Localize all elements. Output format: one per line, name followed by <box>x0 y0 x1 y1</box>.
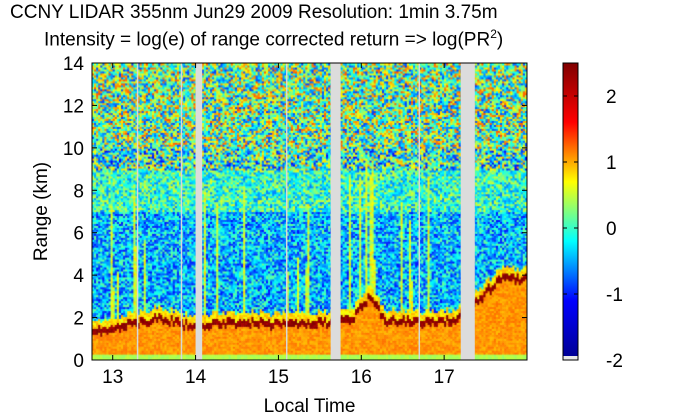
x-tick-label-4: 17 <box>434 367 455 388</box>
y-tick-label-4: 8 <box>73 181 84 202</box>
colorbar-frame <box>562 62 579 361</box>
y-axis-label: Range (km) <box>31 162 52 261</box>
x-tick-label-3: 16 <box>351 367 372 388</box>
y-tick-label-1: 2 <box>73 309 84 330</box>
subtitle-text: Intensity = log(e) of range corrected re… <box>44 29 491 51</box>
plot-frame <box>91 62 528 361</box>
colorbar-tick-label-3: 1 <box>606 153 617 174</box>
y-tick-label-5: 10 <box>63 139 84 160</box>
x-tick-label-0: 13 <box>102 367 123 388</box>
y-tick-label-0: 0 <box>73 351 84 372</box>
colorbar: -2 -1 0 1 2 <box>562 62 623 372</box>
colorbar-tick-label-1: -1 <box>606 285 623 306</box>
data-gap-2 <box>460 63 475 360</box>
y-tick-label-3: 6 <box>73 224 84 245</box>
y-tick-label-2: 4 <box>73 266 84 287</box>
data-gap-0 <box>195 63 203 360</box>
colorbar-tick-label-4: 2 <box>606 87 617 108</box>
plot-area: 13 14 15 16 17 0 2 4 6 8 10 12 14 Local Time Range (km… <box>31 54 528 417</box>
chart-subtitle: Intensity = log(e) of range corrected re… <box>44 27 700 51</box>
y-tick-label-7: 14 <box>63 54 85 75</box>
subtitle-end: ) <box>496 29 504 51</box>
subtitle-superscript: 2 <box>490 27 497 41</box>
heatmap-image <box>92 63 527 360</box>
colorbar-tick-label-0: -2 <box>606 351 623 372</box>
x-tick-label-2: 15 <box>268 367 289 388</box>
chart-title: CCNY LIDAR 355nm Jun29 2009 Resolution: … <box>10 2 498 23</box>
colorbar-tick-label-2: 0 <box>606 219 617 240</box>
data-gap-1 <box>330 63 341 360</box>
y-tick-label-6: 12 <box>63 96 84 117</box>
colorbar-under <box>563 356 578 360</box>
x-tick-label-1: 14 <box>185 367 207 388</box>
x-axis-label: Local Time <box>264 396 356 417</box>
colorbar-fill <box>563 63 578 360</box>
